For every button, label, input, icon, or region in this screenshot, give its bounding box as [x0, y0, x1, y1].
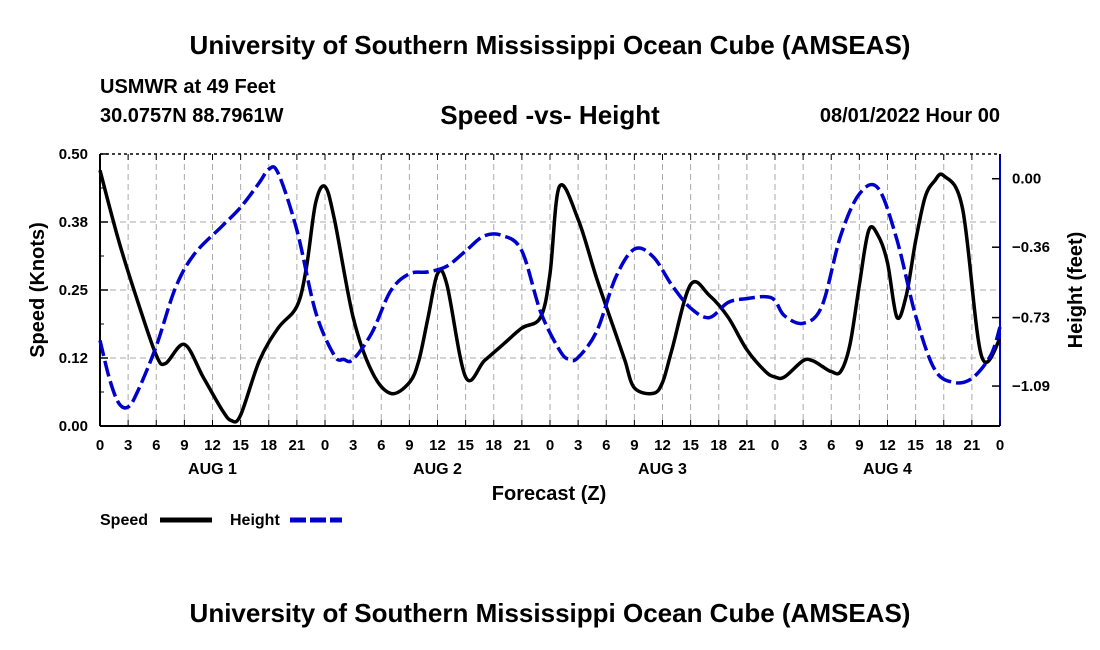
y-tick-label: 0.50: [59, 146, 88, 163]
x-tick-label: 18: [935, 437, 952, 454]
legend: Speed Height: [100, 512, 342, 529]
y2-tick-label: 0.00: [1012, 171, 1041, 188]
x-tick-label: 15: [457, 437, 474, 454]
x-tick-label: 3: [574, 437, 582, 454]
x-tick-label: 21: [964, 437, 981, 454]
day-label: AUG 4: [863, 461, 912, 478]
x-tick-label: 0: [771, 437, 779, 454]
day-label: AUG 3: [638, 461, 687, 478]
x-tick-label: 18: [710, 437, 727, 454]
y-tick-label: 0.12: [59, 350, 88, 367]
chart-title: Speed -vs- Height: [440, 100, 660, 130]
x-tick-label: 3: [799, 437, 807, 454]
series-line-speed: [98, 169, 1002, 424]
y2-axis-label: Height (feet): [1065, 232, 1087, 349]
x-tick-label: 21: [289, 437, 306, 454]
x-tick-label: 18: [485, 437, 502, 454]
x-tick-label: 3: [349, 437, 357, 454]
grid-lines: [100, 154, 1000, 426]
x-tick-label: 12: [879, 437, 896, 454]
forecast-datetime: 08/01/2022 Hour 00: [819, 105, 1000, 127]
x-tick-label: 12: [204, 437, 221, 454]
y2-tick-label: −1.09: [1012, 378, 1050, 395]
x-tick-label: 6: [827, 437, 835, 454]
y-tick-label: 0.25: [59, 282, 88, 299]
footer-title: University of Southern Mississippi Ocean…: [189, 598, 911, 628]
x-tick-label: 21: [739, 437, 756, 454]
x-tick-label: 3: [124, 437, 132, 454]
x-tick-label: 0: [996, 437, 1004, 454]
y-axis-label: Speed (Knots): [27, 222, 49, 358]
page-title: University of Southern Mississippi Ocean…: [189, 30, 911, 60]
x-axis-label: Forecast (Z): [492, 483, 606, 505]
x-tick-label: 15: [907, 437, 924, 454]
day-label: AUG 2: [413, 461, 462, 478]
x-tick-label: 0: [321, 437, 329, 454]
legend-height-label: Height: [230, 512, 280, 529]
legend-speed-label: Speed: [100, 512, 148, 529]
x-tick-label: 9: [180, 437, 188, 454]
x-tick-label: 21: [514, 437, 531, 454]
x-tick-label: 12: [429, 437, 446, 454]
x-tick-label: 6: [377, 437, 385, 454]
station-coordinates: 30.0757N 88.7961W: [100, 105, 284, 127]
x-tick-label: 0: [96, 437, 104, 454]
x-tick-label: 15: [232, 437, 249, 454]
x-tick-label: 0: [546, 437, 554, 454]
x-tick-label: 18: [260, 437, 277, 454]
axis-ticks: 0 3 6 9 12 15 18 21 0 3 6 9 12 15 18 21 0 3 6 9 12 15 18 21 0 3 6 9…: [59, 146, 1050, 478]
x-tick-label: 12: [654, 437, 671, 454]
day-label: AUG 1: [188, 461, 237, 478]
station-label: USMWR at 49 Feet: [100, 76, 276, 98]
x-tick-label: 15: [682, 437, 699, 454]
x-tick-label: 9: [405, 437, 413, 454]
y2-tick-label: −0.36: [1012, 239, 1050, 256]
x-tick-label: 6: [152, 437, 160, 454]
series-lines: [98, 165, 1002, 424]
x-tick-label: 9: [855, 437, 863, 454]
y-tick-label: 0.00: [59, 418, 88, 435]
x-tick-label: 9: [630, 437, 638, 454]
series-line-height: [98, 165, 1002, 410]
y2-tick-label: −0.73: [1012, 310, 1050, 327]
y-tick-label: 0.38: [59, 214, 88, 231]
x-tick-label: 6: [602, 437, 610, 454]
